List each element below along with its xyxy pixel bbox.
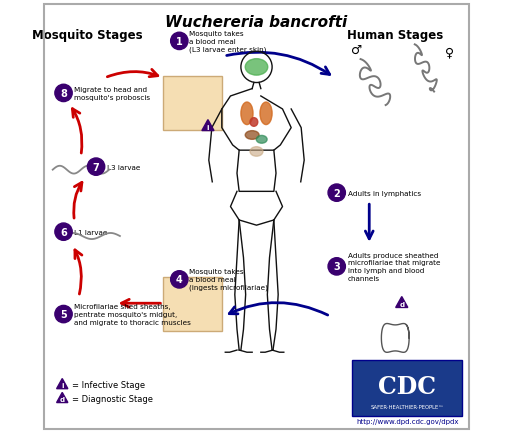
FancyBboxPatch shape (352, 360, 462, 416)
FancyBboxPatch shape (163, 278, 222, 332)
Text: Adults produce sheathed
microfilariae that migrate
into lymph and blood
channels: Adults produce sheathed microfilariae th… (348, 252, 440, 281)
Polygon shape (396, 297, 408, 308)
Circle shape (328, 184, 345, 202)
Circle shape (87, 158, 105, 176)
Text: 6: 6 (60, 227, 67, 237)
Text: Mosquito takes
a blood meal
(L3 larvae enter skin): Mosquito takes a blood meal (L3 larvae e… (189, 31, 267, 53)
Text: Migrate to head and
mosquito's proboscis: Migrate to head and mosquito's proboscis (74, 87, 150, 101)
Circle shape (55, 306, 72, 323)
Text: L3 larvae: L3 larvae (107, 164, 140, 170)
Text: SAFER·HEALTHIER·PEOPLE™: SAFER·HEALTHIER·PEOPLE™ (371, 404, 444, 409)
Text: d: d (399, 301, 404, 307)
Circle shape (328, 258, 345, 276)
Text: 7: 7 (93, 162, 100, 172)
Text: 8: 8 (60, 89, 67, 99)
Text: i: i (207, 125, 209, 131)
Circle shape (55, 224, 72, 241)
Text: L1 larvae: L1 larvae (74, 229, 108, 235)
Text: Microfilariae shed sheaths,
pentrate mosquito's midgut,
and migrate to thoracic : Microfilariae shed sheaths, pentrate mos… (74, 304, 191, 325)
Text: CDC: CDC (379, 375, 437, 398)
Text: 3: 3 (333, 262, 340, 272)
Text: = Diagnostic Stage: = Diagnostic Stage (72, 394, 153, 403)
Ellipse shape (241, 103, 253, 125)
Text: 1: 1 (176, 37, 183, 47)
Text: Mosquito Stages: Mosquito Stages (32, 29, 143, 42)
Circle shape (55, 85, 72, 102)
Text: i: i (61, 382, 64, 388)
Ellipse shape (250, 148, 263, 157)
Ellipse shape (260, 103, 272, 125)
Text: Wuchereria bancrofti: Wuchereria bancrofti (165, 14, 348, 30)
Text: Adults in lymphatics: Adults in lymphatics (348, 190, 421, 196)
Text: 5: 5 (60, 309, 67, 319)
Ellipse shape (250, 118, 258, 127)
Text: 4: 4 (176, 275, 183, 285)
Circle shape (171, 271, 188, 288)
Text: d: d (60, 396, 65, 402)
Text: ♀: ♀ (445, 46, 454, 59)
Circle shape (171, 33, 188, 50)
Polygon shape (202, 120, 214, 131)
Text: http://www.dpd.cdc.gov/dpdx: http://www.dpd.cdc.gov/dpdx (356, 418, 459, 424)
Text: Human Stages: Human Stages (347, 29, 443, 42)
Text: = Infective Stage: = Infective Stage (72, 380, 145, 389)
Ellipse shape (256, 136, 267, 144)
FancyBboxPatch shape (163, 76, 222, 131)
Polygon shape (56, 392, 68, 403)
Polygon shape (56, 379, 68, 389)
Ellipse shape (245, 132, 259, 140)
Text: 2: 2 (333, 188, 340, 198)
Text: Mosquito takes
a blood meal
(ingests microfilariae): Mosquito takes a blood meal (ingests mic… (189, 269, 268, 291)
Text: ♂: ♂ (350, 44, 362, 57)
Ellipse shape (245, 59, 268, 76)
